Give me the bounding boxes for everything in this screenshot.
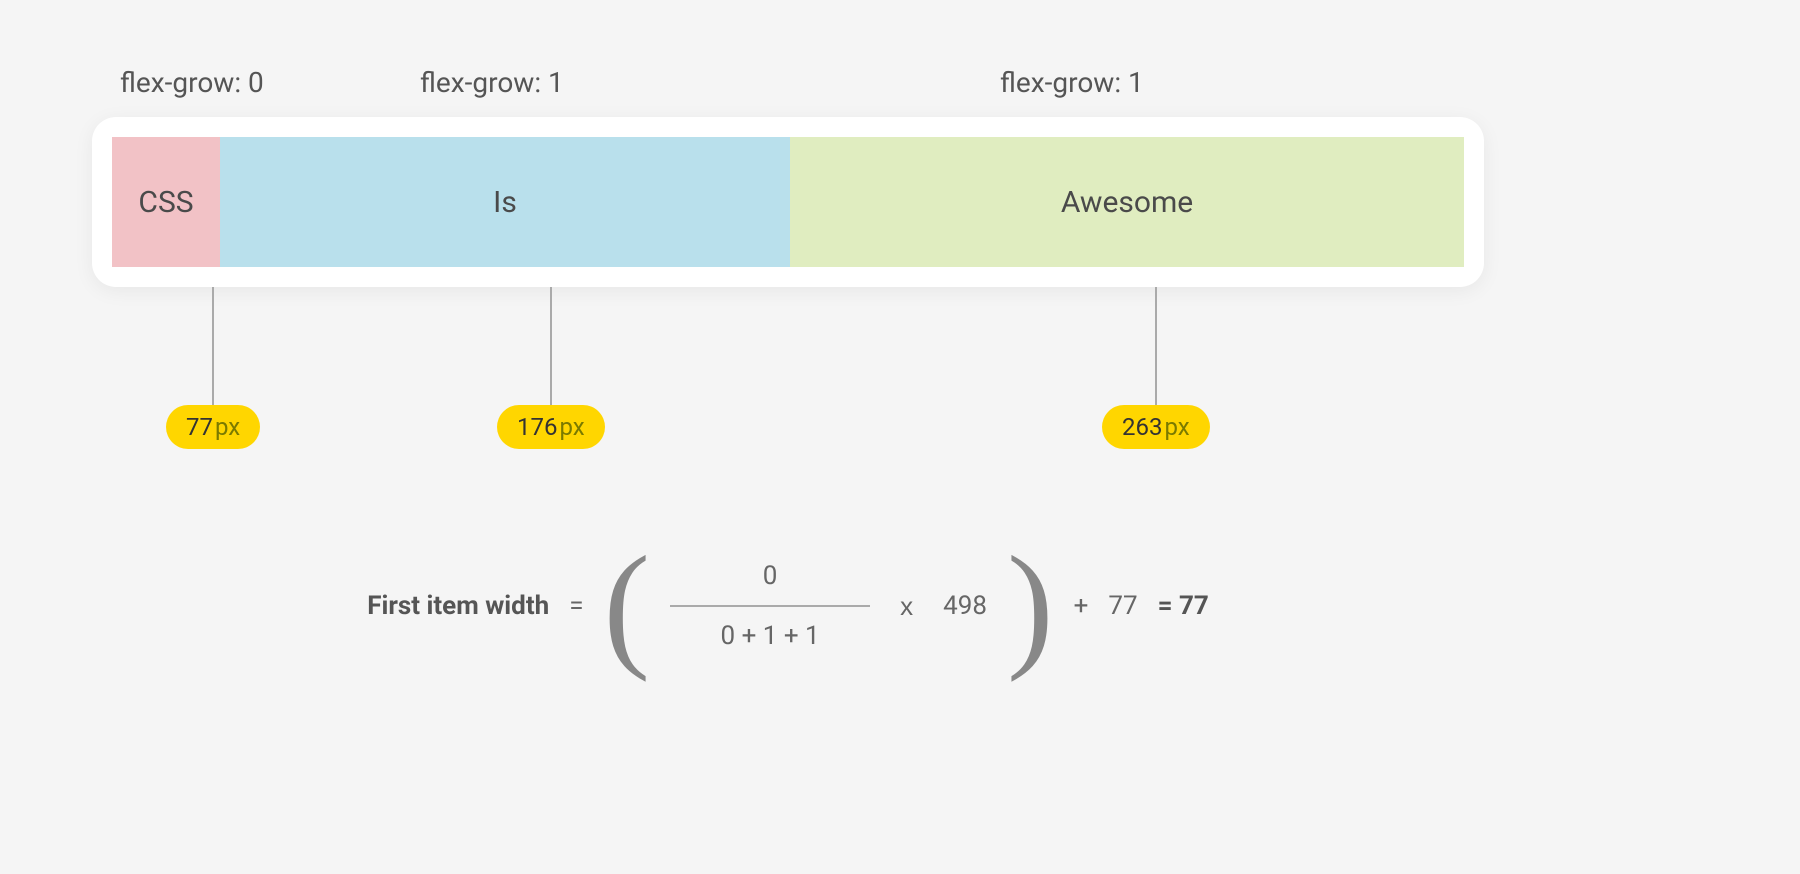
callout-pill-2: 263px bbox=[1102, 405, 1210, 449]
callout-1: 176px bbox=[497, 287, 605, 449]
plus-symbol: + bbox=[1074, 591, 1089, 621]
fraction-numerator: 0 bbox=[763, 561, 778, 591]
callout-pill-1: 176px bbox=[497, 405, 605, 449]
callout-unit-0: px bbox=[215, 413, 240, 441]
flex-item-text-1: Is bbox=[493, 185, 517, 220]
callout-stem bbox=[1155, 287, 1157, 407]
formula: First item width = ( 0 0 + 1 + 1 x 498 )… bbox=[92, 557, 1484, 655]
formula-result: = 77 bbox=[1158, 591, 1209, 621]
callout-pill-0: 77px bbox=[166, 405, 260, 449]
flex-grow-label-1: flex-grow: 1 bbox=[420, 66, 1000, 99]
flex-item-text-2: Awesome bbox=[1061, 185, 1193, 220]
callout-unit-1: px bbox=[559, 413, 584, 441]
paren-close-icon: ) bbox=[1007, 557, 1054, 655]
flex-container: CSS Is Awesome bbox=[92, 117, 1484, 287]
flex-grow-labels-row: flex-grow: 0 flex-grow: 1 flex-grow: 1 bbox=[92, 66, 1708, 99]
paren-open-icon: ( bbox=[603, 557, 650, 655]
callout-stem bbox=[550, 287, 552, 407]
paren-content: 0 0 + 1 + 1 x 498 bbox=[670, 561, 987, 651]
callout-value-1: 176 bbox=[517, 413, 557, 441]
callout-stem bbox=[212, 287, 214, 407]
callout-0: 77px bbox=[166, 287, 260, 449]
flex-item-css: CSS bbox=[112, 137, 220, 267]
flex-grow-label-2: flex-grow: 1 bbox=[1000, 66, 1144, 99]
flex-item-awesome: Awesome bbox=[790, 137, 1464, 267]
callout-value-2: 263 bbox=[1122, 413, 1162, 441]
multiply-symbol: x bbox=[900, 591, 913, 622]
callout-unit-2: px bbox=[1164, 413, 1189, 441]
width-callouts: 77px 176px 263px bbox=[92, 287, 1484, 487]
formula-equals: = bbox=[569, 591, 583, 621]
flex-grow-label-0: flex-grow: 0 bbox=[120, 66, 420, 99]
diagram-wrapper: flex-grow: 0 flex-grow: 1 flex-grow: 1 C… bbox=[92, 66, 1708, 655]
fraction-denominator: 0 + 1 + 1 bbox=[721, 621, 820, 651]
multiplier: 498 bbox=[943, 591, 987, 621]
addend: 77 bbox=[1108, 591, 1137, 621]
flex-item-text-0: CSS bbox=[138, 185, 193, 220]
fraction: 0 0 + 1 + 1 bbox=[670, 561, 870, 651]
formula-label: First item width bbox=[367, 591, 549, 621]
fraction-bar bbox=[670, 605, 870, 607]
flex-item-is: Is bbox=[220, 137, 790, 267]
callout-2: 263px bbox=[1102, 287, 1210, 449]
flex-demo-row: CSS Is Awesome bbox=[112, 137, 1464, 267]
callout-value-0: 77 bbox=[186, 413, 213, 441]
